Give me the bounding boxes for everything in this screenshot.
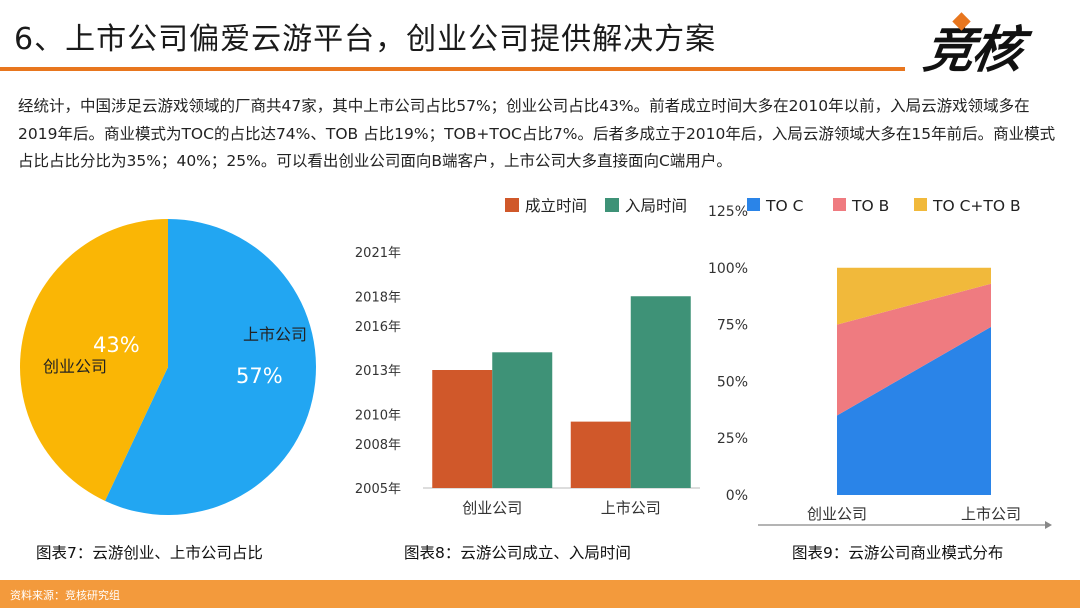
y-tick-label: 2010年 [355,408,401,423]
area-series-3 [837,267,991,325]
legend-swatch [605,198,619,212]
x-tick-label: 创业公司 [462,499,522,517]
y-tick-label: 2021年 [355,246,401,261]
footer-bar: 资料来源：竞核研究组 [0,580,1080,608]
title-underline [0,67,905,71]
bar [432,370,493,488]
x-axis-arrow-icon [1045,521,1052,529]
y-tick-label: 2005年 [355,482,401,497]
fig9-caption: 图表9：云游公司商业模式分布 [792,544,1004,562]
fig8-caption: 图表8：云游公司成立、入局时间 [404,544,631,562]
y-tick-label: 2008年 [355,438,401,453]
legend-swatch [833,198,846,211]
area-series-1 [837,326,991,495]
legend-swatch [505,198,519,212]
page-title: 6、上市公司偏爱云游平台，创业公司提供解决方案 [14,22,717,57]
y-tick-label: 2018年 [355,290,401,305]
y-tick-label: 75% [717,318,748,334]
legend-label: 成立时间 [525,197,587,215]
area-chart: TO C TO B TO C+TO B 0% 25% 50% 75% 100% 125% 创业公司… [708,197,1052,529]
y-tick-label: 100% [708,261,748,277]
bar [630,296,691,488]
pie-percent-label: 43% [93,333,140,357]
pie-slice-1 [104,219,316,515]
y-tick-label: 2013年 [355,364,401,379]
legend-label: TO C+TO B [932,197,1021,215]
pie-percent-label: 57% [236,364,283,388]
legend-label: 入局时间 [625,197,687,215]
y-tick-label: 125% [708,204,748,220]
legend-swatch [747,198,760,211]
y-tick-label: 2016年 [355,320,401,335]
x-tick-label: 创业公司 [807,505,867,523]
intro-paragraph: 经统计，中国涉足云游戏领域的厂商共47家，其中上市公司占比57%；创业公司占比4… [18,97,1056,170]
pie-slice-2 [20,219,168,501]
x-tick-label: 上市公司 [601,499,661,517]
pie-slice-label: 创业公司 [43,357,107,376]
bar [570,421,631,488]
area-series-2 [837,283,991,416]
source-note: 资料来源：竞核研究组 [10,589,120,602]
brand-logo: 竞核 [920,21,1025,79]
fig7-caption: 图表7：云游创业、上市公司占比 [36,544,263,562]
y-tick-label: 50% [717,374,748,390]
legend-label: TO B [851,197,889,215]
y-tick-label: 25% [717,431,748,447]
bar-chart: 成立时间 入局时间 2005年 2008年 2010年 2013年 2016年 2018年 20… [355,197,700,517]
pie-slice-label: 上市公司 [243,325,307,344]
legend-swatch [914,198,927,211]
y-tick-label: 0% [726,488,748,504]
bar [492,352,553,488]
legend-label: TO C [765,197,803,215]
x-tick-label: 上市公司 [961,505,1021,523]
